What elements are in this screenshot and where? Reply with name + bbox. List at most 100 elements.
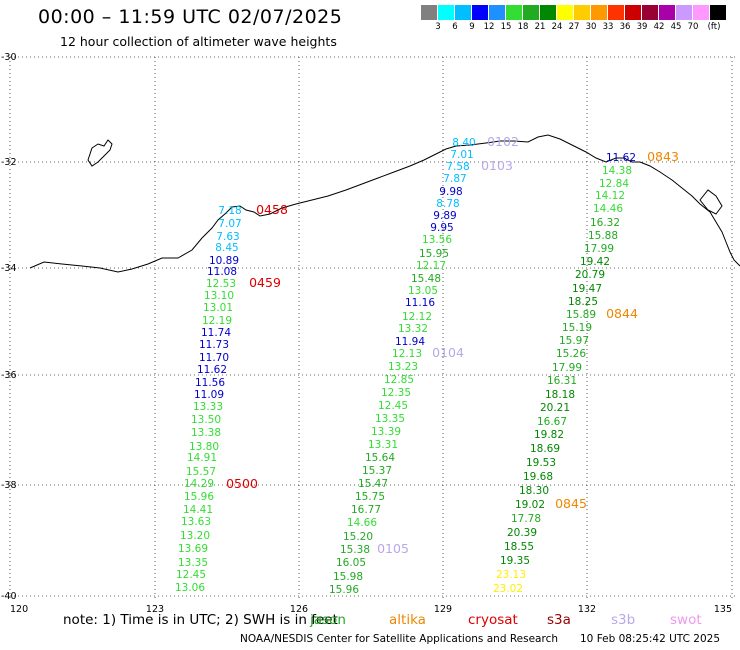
wave-height-value: 11.62: [606, 152, 636, 164]
wave-height-value: 9.95: [430, 222, 453, 234]
wave-height-value: 13.80: [189, 441, 219, 453]
wave-height-value: 13.35: [178, 557, 208, 569]
wave-height-value: 13.69: [178, 543, 208, 555]
wave-height-value: 17.99: [552, 362, 582, 374]
wave-height-value: 19.42: [580, 256, 610, 268]
wave-height-value: 13.01: [203, 302, 233, 314]
wave-height-value: 9.89: [433, 210, 456, 222]
wave-height-value: 12.45: [176, 569, 206, 581]
wave-height-value: 19.53: [526, 457, 556, 469]
wave-height-value: 14.41: [183, 504, 213, 516]
legend-swatch: [676, 5, 693, 20]
lon-tick-label: 120: [10, 604, 28, 615]
wave-height-value: 14.46: [593, 203, 623, 215]
wave-height-value: 17.99: [584, 243, 614, 255]
wave-height-value: 8.78: [436, 198, 459, 210]
wave-height-value: 13.06: [175, 582, 205, 594]
satellite-legend-cryosat: cryosat: [468, 612, 518, 628]
wave-height-value: 15.97: [559, 335, 589, 347]
wave-height-value: 15.26: [556, 348, 586, 360]
wave-height-value: 14.38: [602, 165, 632, 177]
pass-time-label: 0500: [226, 476, 258, 491]
legend-tick-label: 42: [653, 22, 665, 32]
wave-height-value: 11.56: [195, 377, 225, 389]
wave-height-value: 13.31: [368, 439, 398, 451]
wave-height-value: 13.23: [388, 361, 418, 373]
legend-swatch: [489, 5, 506, 20]
wave-height-value: 12.19: [202, 315, 232, 327]
wave-height-value: 23.13: [496, 569, 526, 581]
wave-height-value: 19.82: [534, 429, 564, 441]
wave-height-value: 15.88: [588, 230, 618, 242]
lon-tick-label: 123: [146, 604, 164, 615]
wave-height-value: 20.39: [507, 527, 537, 539]
generated-timestamp: 10 Feb 08:25:42 UTC 2025: [580, 633, 720, 645]
wave-height-value: 16.77: [351, 504, 381, 516]
wave-height-value: 14.12: [595, 190, 625, 202]
legend-tick-label: 18: [517, 22, 529, 32]
lat-tick-label: -30: [1, 52, 17, 63]
wave-height-value: 11.73: [199, 339, 229, 351]
legend-tick-label: 30: [585, 22, 597, 32]
legend-tick-label: 21: [534, 22, 546, 32]
wave-height-value: 11.70: [199, 352, 229, 364]
credit-line: NOAA/NESDIS Center for Satellite Applica…: [240, 633, 558, 645]
wave-height-value: 15.89: [566, 309, 596, 321]
page-title: 00:00 – 11:59 UTC 02/07/2025: [38, 6, 343, 28]
wave-height-value: 15.19: [562, 322, 592, 334]
wave-height-value: 11.74: [201, 327, 231, 339]
wave-height-value: 12.45: [378, 400, 408, 412]
pass-time-label: 0104: [432, 345, 464, 360]
wave-height-value: 13.32: [398, 323, 428, 335]
legend-swatch: [642, 5, 659, 20]
legend-tick-label: 39: [636, 22, 648, 32]
satellite-legend-swot: swot: [670, 612, 702, 628]
wave-height-value: 16.31: [547, 375, 577, 387]
legend-swatch: [472, 5, 489, 20]
pass-time-label: 0458: [256, 202, 288, 217]
legend-labels: 3 6 9 12 15 18 21 24 27 30 33 36 39 42 45 70 (ft): [421, 22, 727, 34]
pass-time-label: 0103: [481, 158, 513, 173]
wave-height-value: 15.95: [419, 248, 449, 260]
wave-height-value: 16.05: [336, 557, 366, 569]
satellite-legend-jason: jason: [310, 612, 346, 628]
lat-tick-label: -38: [1, 480, 17, 491]
wave-height-value: 11.94: [395, 336, 425, 348]
wave-height-value: 12.35: [381, 387, 411, 399]
pass-time-label: 0102: [487, 134, 519, 149]
satellite-legend-s3b: s3b: [611, 612, 636, 628]
coastline-main: [29, 134, 740, 273]
wave-height-value: 7.87: [443, 173, 466, 185]
wave-height-value: 15.75: [355, 491, 385, 503]
wave-height-value: 8.45: [215, 242, 238, 254]
legend-swatch: [557, 5, 574, 20]
pass-time-labels: 0458 0459 0500 0102 0103 0104 0105 0843 0844 0845: [226, 134, 679, 556]
wave-height-value: 18.25: [568, 296, 598, 308]
legend-tick-label: 70: [687, 22, 699, 32]
legend-tick-label: 24: [551, 22, 563, 32]
legend-swatch: [693, 5, 710, 20]
wave-height-value: 18.30: [519, 485, 549, 497]
wave-height-value: 13.56: [422, 234, 452, 246]
legend-tick-label: 12: [483, 22, 495, 32]
wave-height-value: 11.16: [405, 297, 435, 309]
wave-height-value: 23.02: [493, 583, 523, 595]
color-legend: 3 6 9 12 15 18 21 24 27 30 33 36 39 42 45 70 (ft): [421, 5, 727, 34]
pass-time-label: 0844: [606, 306, 638, 321]
coastline-island-west: [87, 139, 113, 167]
wave-height-value: 16.32: [590, 217, 620, 229]
wave-height-value: 13.33: [193, 401, 223, 413]
wave-height-value: 13.20: [180, 530, 210, 542]
lat-tick-label: -34: [1, 263, 17, 274]
wave-height-value: 15.37: [362, 465, 392, 477]
wave-height-value: 7.18: [218, 205, 241, 217]
wave-height-value: 14.29: [184, 478, 214, 490]
lon-tick-label: 129: [434, 604, 452, 615]
wave-height-value: 12.17: [416, 260, 446, 272]
wave-height-value: 15.38: [340, 544, 370, 556]
pass-time-label: 0843: [647, 149, 679, 164]
wave-height-value: 12.13: [392, 348, 422, 360]
wave-height-value: 7.58: [446, 161, 469, 173]
legend-tick-label: 3: [435, 22, 441, 32]
